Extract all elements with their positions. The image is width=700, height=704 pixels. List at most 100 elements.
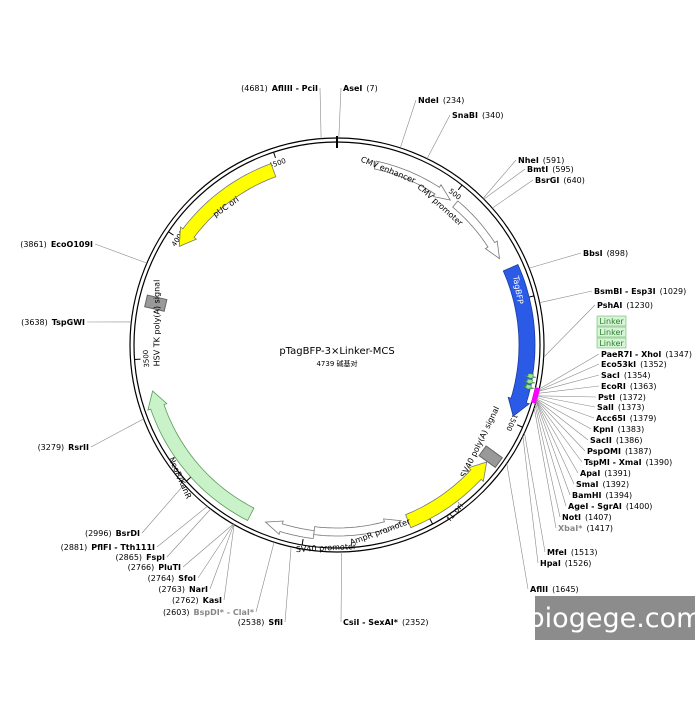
enzyme-name: NarI	[189, 585, 208, 594]
enzyme-leader	[285, 547, 291, 622]
watermark: biogege.com	[528, 603, 700, 634]
enzyme-leader	[538, 396, 595, 407]
enzyme-leader	[427, 115, 450, 159]
enzyme-name: RsrII	[68, 443, 89, 452]
enzyme-leader	[540, 291, 592, 303]
enzyme-label: (4681)AflIII - PciI	[241, 84, 318, 93]
enzyme-label: (2996)BsrDI	[85, 529, 140, 538]
enzyme-position: (1407)	[585, 513, 612, 522]
enzyme-label: (3279)RsrII	[38, 443, 89, 452]
enzyme-leader	[167, 509, 211, 557]
enzyme-label: SmaI (1392)	[576, 480, 629, 489]
tick-label: 3500	[142, 349, 151, 367]
enzyme-label: BamHI(1394)	[572, 491, 632, 500]
enzyme-label: (3638)TspGWI	[21, 318, 85, 327]
enzyme-name: NheI	[518, 156, 539, 165]
enzyme-position: (1400)	[626, 502, 653, 511]
enzyme-position: (1390)	[646, 458, 673, 467]
enzyme-name: SmaI	[576, 480, 598, 489]
linker-label: Linker	[599, 339, 624, 348]
enzyme-position: (2764)	[148, 574, 175, 583]
enzyme-position: (2766)	[128, 563, 155, 572]
enzyme-position: (340)	[482, 111, 504, 120]
enzyme-name: BsmBI - Esp3I	[594, 287, 656, 296]
enzyme-position: (1387)	[625, 447, 652, 456]
enzyme-leader	[536, 401, 582, 462]
enzyme-position: (3861)	[20, 240, 47, 249]
plasmid-title: pTagBFP-3×Linker-MCS	[279, 346, 394, 357]
feature-label: HSV TK poly(A) signal	[153, 280, 162, 367]
tick-label: 1500	[504, 413, 519, 433]
enzyme-position: (1352)	[640, 360, 667, 369]
enzyme-name: PaeR7I - XhoI	[601, 350, 661, 359]
enzyme-position: (1029)	[660, 287, 687, 296]
enzyme-label: SacI(1354)	[601, 371, 651, 380]
enzyme-name: SacI	[601, 371, 620, 380]
enzyme-position: (1645)	[552, 585, 579, 594]
enzyme-name: PstI	[598, 393, 615, 402]
enzyme-position: (1363)	[630, 382, 657, 391]
enzyme-label: SalI(1373)	[597, 403, 645, 412]
enzyme-label: NheI (591)	[518, 156, 564, 165]
enzyme-position: (898)	[607, 249, 629, 258]
enzyme-name: EcoRI	[601, 382, 626, 391]
linker-label: Linker	[599, 317, 624, 326]
enzyme-position: (595)	[552, 165, 574, 174]
enzyme-label: SacII(1386)	[590, 436, 642, 445]
enzyme-leader	[400, 100, 416, 148]
enzyme-leader	[95, 244, 147, 263]
enzyme-label: (2762) KasI	[172, 596, 222, 605]
enzyme-position: (2352)	[402, 618, 429, 627]
backbone-inner	[134, 142, 540, 548]
enzyme-label: BbsI (898)	[583, 249, 628, 258]
enzyme-label: XbaI*(1417)	[558, 524, 613, 533]
enzyme-leader	[544, 305, 595, 357]
enzyme-label: PshAI(1230)	[597, 301, 653, 310]
enzyme-name: PluTI	[158, 563, 181, 572]
enzyme-name: BbsI	[583, 249, 603, 258]
enzyme-leader	[142, 485, 184, 533]
enzyme-label: AseI(7)	[343, 84, 378, 93]
enzyme-label: (2603)BspDI* - ClaI*	[163, 608, 255, 617]
enzyme-name: KpnI	[593, 425, 614, 434]
enzyme-leader	[320, 88, 321, 139]
enzyme-position: (1526)	[565, 559, 592, 568]
tick-mark	[430, 519, 433, 524]
enzyme-label: (3861)EcoO109I	[20, 240, 93, 249]
enzyme-label: SnaBI(340)	[452, 111, 503, 120]
enzyme-name: SfoI	[178, 574, 196, 583]
enzyme-label: Acc65I (1379)	[596, 414, 656, 423]
enzyme-name: Acc65I	[596, 414, 626, 423]
enzyme-name: ApaI	[580, 469, 600, 478]
backbone-outer	[130, 138, 544, 552]
enzyme-name: PflFI - Tth111I	[91, 543, 155, 552]
enzyme-position: (591)	[543, 156, 565, 165]
enzyme-name: KasI	[203, 596, 222, 605]
enzyme-leader	[529, 253, 581, 268]
enzyme-label: BsmBI - Esp3I (1029)	[594, 287, 686, 296]
enzyme-position: (1373)	[618, 403, 645, 412]
enzyme-name: AseI	[343, 84, 362, 93]
enzyme-leader	[539, 354, 599, 389]
enzyme-name: AflII	[530, 585, 548, 594]
enzyme-name: TspGWI	[52, 318, 85, 327]
enzyme-name: SacII	[590, 436, 612, 445]
enzyme-name: HpaI	[540, 559, 561, 568]
enzyme-name: BmtI	[527, 165, 548, 174]
enzyme-position: (2762)	[172, 596, 199, 605]
enzyme-leader	[507, 463, 528, 589]
enzyme-name: SfiI	[268, 618, 283, 627]
enzyme-label: CsiI - SexAI*(2352)	[343, 618, 429, 627]
enzyme-position: (2603)	[163, 608, 190, 617]
enzyme-position: (1392)	[602, 480, 629, 489]
enzyme-name: XbaI*	[558, 524, 583, 533]
enzyme-position: (2996)	[85, 529, 112, 538]
feature-label: CMV enhancer	[359, 155, 417, 185]
enzyme-position: (1379)	[630, 414, 657, 423]
enzyme-label: (2766)PluTI	[128, 563, 181, 572]
enzyme-name: NotI	[562, 513, 581, 522]
enzyme-label: AgeI - SgrAI(1400)	[568, 502, 652, 511]
enzyme-leader	[339, 88, 341, 138]
enzyme-leader	[91, 419, 144, 447]
